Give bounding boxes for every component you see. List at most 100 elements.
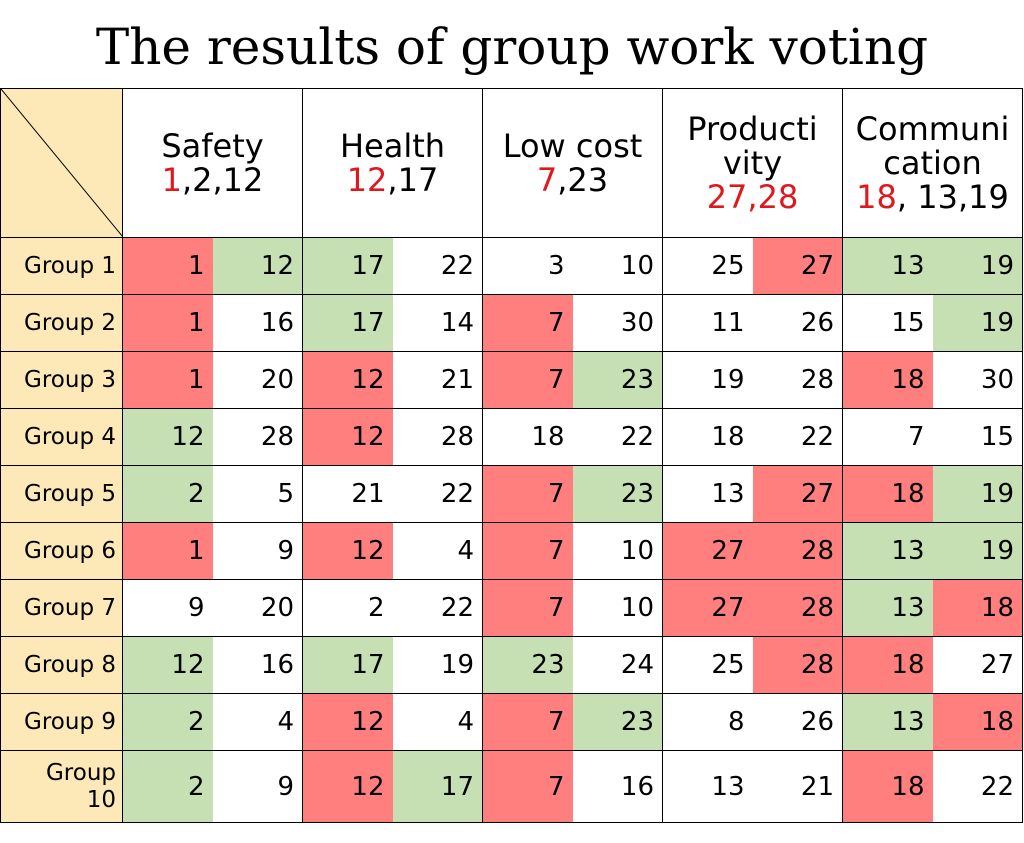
vote-cell: 27 xyxy=(662,522,753,580)
table-row: Group 5 2 5 21 22 7 23 13 27 18 19 xyxy=(0,465,1023,523)
vote-cell: 23 xyxy=(482,636,573,694)
vote-cell: 25 xyxy=(662,237,753,295)
category-other-numbers: , 13,19 xyxy=(896,178,1009,216)
vote-cell: 10 xyxy=(572,522,663,580)
vote-cell: 14 xyxy=(392,294,483,352)
category-name: Communi xyxy=(855,110,1010,148)
vote-cell: 12 xyxy=(302,750,393,823)
vote-cell: 1 xyxy=(122,522,213,580)
vote-cell: 2 xyxy=(122,693,213,751)
group-label: Group 6 xyxy=(0,522,123,580)
voting-results-table: Safety 1,2,12 Health 12,17 Low cost 7,23 Produ… xyxy=(0,88,1023,823)
vote-cell: 27 xyxy=(932,636,1023,694)
table-row: Group 2 1 16 17 14 7 30 11 26 15 19 xyxy=(0,294,1023,352)
vote-cell: 22 xyxy=(572,408,663,466)
vote-cell: 22 xyxy=(392,237,483,295)
vote-cell: 27 xyxy=(752,465,843,523)
group-label: Group 10 xyxy=(0,750,123,823)
vote-cell: 21 xyxy=(302,465,393,523)
vote-cell: 2 xyxy=(122,465,213,523)
category-header: Safety 1,2,12 xyxy=(122,88,303,238)
group-label: Group 8 xyxy=(0,636,123,694)
category-name: cation xyxy=(883,144,982,182)
diagonal-line-icon xyxy=(1,89,123,237)
table-row: Group 7 9 20 2 22 7 10 27 28 13 18 xyxy=(0,579,1023,637)
vote-cell: 12 xyxy=(302,408,393,466)
category-other-numbers: ,23 xyxy=(557,161,609,199)
header-row: Safety 1,2,12 Health 12,17 Low cost 7,23 Produ… xyxy=(0,88,1023,238)
vote-cell: 13 xyxy=(842,579,933,637)
group-label: Group 4 xyxy=(0,408,123,466)
vote-cell: 26 xyxy=(752,294,843,352)
vote-cell: 24 xyxy=(572,636,663,694)
vote-cell: 19 xyxy=(662,351,753,409)
corner-cell xyxy=(0,88,123,238)
category-top-number: 1 xyxy=(161,161,182,199)
table-row: Group 4 12 28 12 28 18 22 18 22 7 15 xyxy=(0,408,1023,466)
vote-cell: 7 xyxy=(482,351,573,409)
vote-cell: 18 xyxy=(482,408,573,466)
vote-cell: 10 xyxy=(572,237,663,295)
category-top-number: 12 xyxy=(346,161,388,199)
page-title: The results of group work voting xyxy=(95,18,929,76)
vote-cell: 4 xyxy=(212,693,303,751)
vote-cell: 28 xyxy=(752,579,843,637)
vote-cell: 19 xyxy=(932,522,1023,580)
category-other-numbers: ,17 xyxy=(387,161,439,199)
category-name: Low cost xyxy=(502,127,643,165)
vote-cell: 19 xyxy=(392,636,483,694)
vote-cell: 12 xyxy=(212,237,303,295)
vote-cell: 28 xyxy=(752,522,843,580)
vote-cell: 28 xyxy=(752,636,843,694)
group-label: Group 1 xyxy=(0,237,123,295)
vote-cell: 21 xyxy=(752,750,843,823)
category-header: Low cost 7,23 xyxy=(482,88,663,238)
vote-cell: 10 xyxy=(572,579,663,637)
vote-cell: 13 xyxy=(662,465,753,523)
vote-cell: 17 xyxy=(392,750,483,823)
vote-cell: 18 xyxy=(842,351,933,409)
vote-cell: 2 xyxy=(122,750,213,823)
vote-cell: 18 xyxy=(842,465,933,523)
vote-cell: 12 xyxy=(302,351,393,409)
category-top-number: 18 xyxy=(856,178,897,216)
vote-cell: 7 xyxy=(482,294,573,352)
vote-cell: 2 xyxy=(302,579,393,637)
vote-cell: 22 xyxy=(752,408,843,466)
vote-cell: 12 xyxy=(302,522,393,580)
vote-cell: 21 xyxy=(392,351,483,409)
vote-cell: 25 xyxy=(662,636,753,694)
category-top-number: 27,28 xyxy=(706,178,799,216)
vote-cell: 16 xyxy=(572,750,663,823)
vote-cell: 17 xyxy=(302,237,393,295)
group-label: Group 3 xyxy=(0,351,123,409)
category-name: vity xyxy=(722,144,783,182)
vote-cell: 13 xyxy=(842,237,933,295)
vote-cell: 7 xyxy=(482,522,573,580)
vote-cell: 4 xyxy=(392,693,483,751)
category-numbers: 1,2,12 xyxy=(123,163,302,197)
vote-cell: 19 xyxy=(932,465,1023,523)
vote-cell: 16 xyxy=(212,294,303,352)
table-row: Group 8 12 16 17 19 23 24 25 28 18 27 xyxy=(0,636,1023,694)
table-row: Group 6 1 9 12 4 7 10 27 28 13 19 xyxy=(0,522,1023,580)
vote-cell: 18 xyxy=(842,750,933,823)
vote-cell: 12 xyxy=(122,636,213,694)
vote-cell: 15 xyxy=(932,408,1023,466)
vote-cell: 8 xyxy=(662,693,753,751)
vote-cell: 7 xyxy=(482,693,573,751)
table-row: Group 9 2 4 12 4 7 23 8 26 13 18 xyxy=(0,693,1023,751)
group-label: Group 2 xyxy=(0,294,123,352)
vote-cell: 23 xyxy=(572,351,663,409)
vote-cell: 16 xyxy=(212,636,303,694)
category-numbers: 18, 13,19 xyxy=(843,180,1022,214)
vote-cell: 1 xyxy=(122,294,213,352)
vote-cell: 27 xyxy=(662,579,753,637)
vote-cell: 17 xyxy=(302,294,393,352)
vote-cell: 22 xyxy=(932,750,1023,823)
vote-cell: 27 xyxy=(752,237,843,295)
table-row: Group 3 1 20 12 21 7 23 19 28 18 30 xyxy=(0,351,1023,409)
vote-cell: 12 xyxy=(302,693,393,751)
vote-cell: 22 xyxy=(392,465,483,523)
category-other-numbers: ,2,12 xyxy=(181,161,264,199)
